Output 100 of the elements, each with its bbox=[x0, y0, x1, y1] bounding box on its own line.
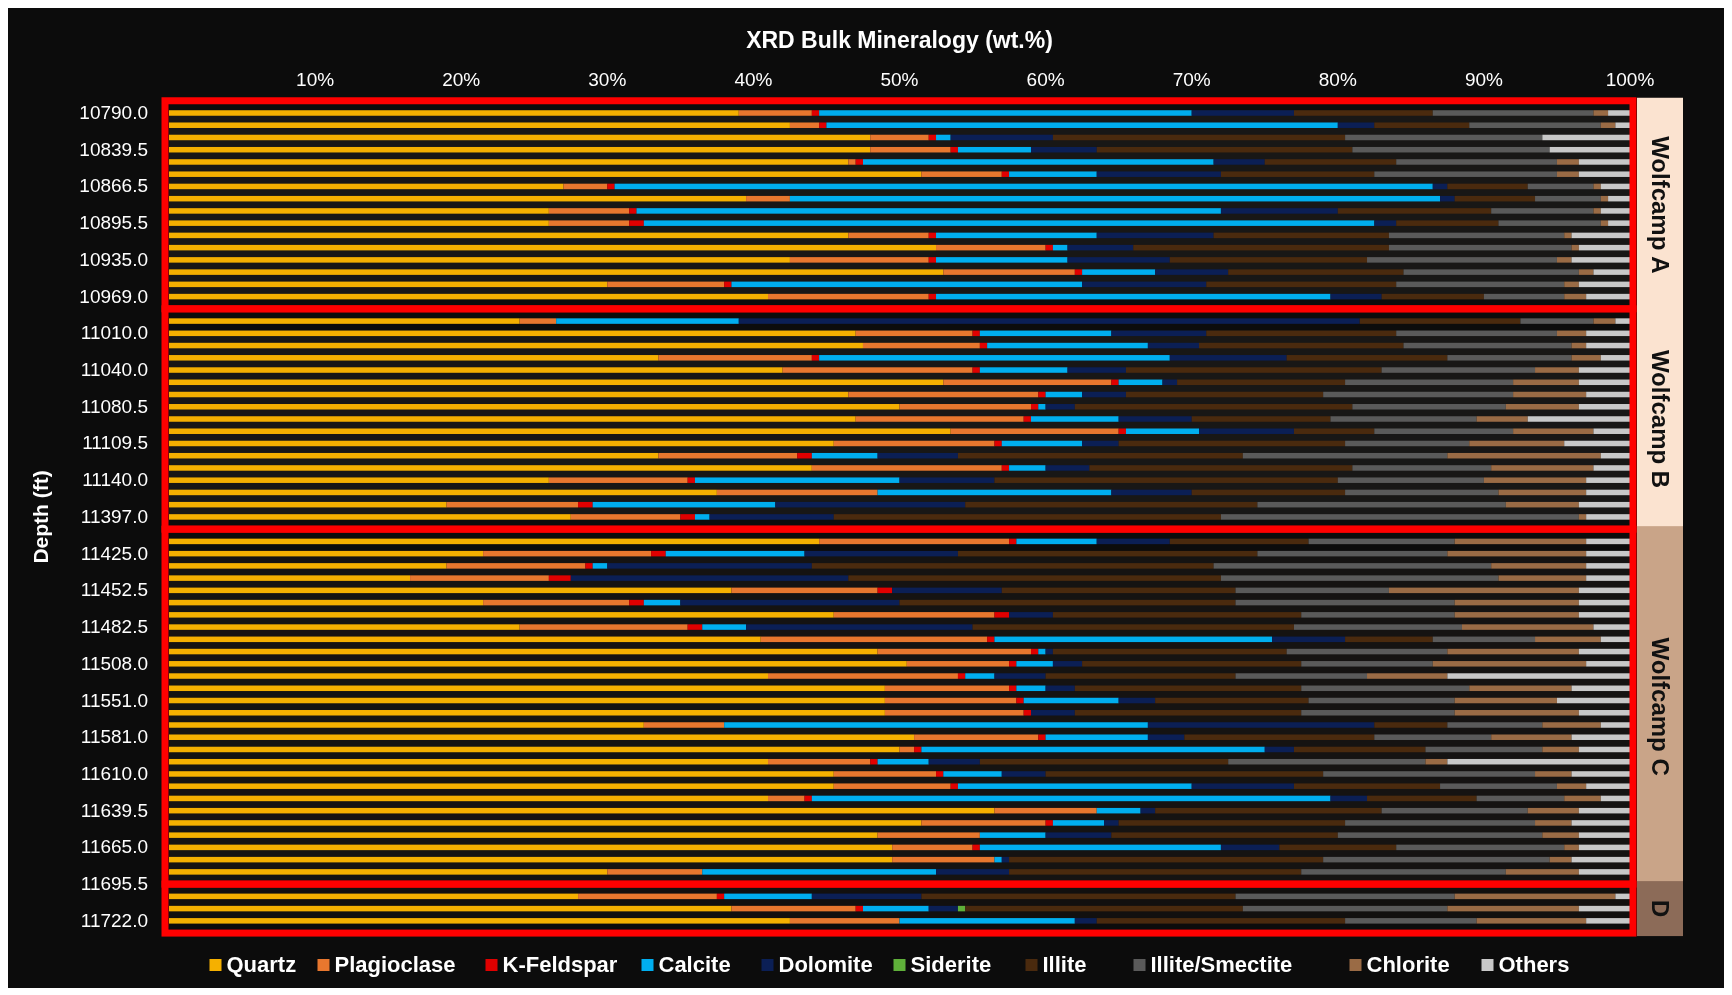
bar bbox=[1301, 612, 1455, 618]
x-tick-label: 40% bbox=[734, 69, 773, 90]
bar bbox=[1293, 746, 1426, 753]
bar bbox=[862, 905, 929, 912]
bar bbox=[1608, 110, 1630, 116]
bar bbox=[1082, 269, 1156, 275]
bar bbox=[826, 122, 1338, 128]
bar bbox=[1469, 685, 1572, 692]
bar bbox=[1491, 465, 1594, 471]
bar bbox=[899, 404, 1031, 410]
bar bbox=[1593, 110, 1609, 116]
bar bbox=[1096, 232, 1214, 239]
bar bbox=[1578, 807, 1630, 814]
bar bbox=[1220, 844, 1280, 851]
bar bbox=[169, 159, 849, 165]
bar bbox=[965, 673, 995, 679]
bar bbox=[1381, 807, 1528, 814]
bar bbox=[1425, 746, 1543, 753]
legend-label: Illite bbox=[1042, 952, 1087, 977]
bar bbox=[1337, 832, 1543, 838]
bar bbox=[1023, 710, 1031, 716]
bar bbox=[1425, 758, 1448, 765]
bar bbox=[738, 110, 812, 116]
bar bbox=[1578, 844, 1630, 851]
bar bbox=[1571, 734, 1630, 740]
bar bbox=[1586, 342, 1630, 349]
bar bbox=[643, 220, 1375, 226]
bar bbox=[1447, 673, 1631, 679]
bar bbox=[1286, 355, 1448, 361]
bar bbox=[833, 514, 1221, 520]
bar bbox=[446, 501, 579, 508]
bar bbox=[1600, 220, 1609, 226]
bar bbox=[768, 673, 958, 679]
bar bbox=[548, 575, 571, 581]
bar bbox=[1542, 832, 1579, 838]
bar bbox=[1586, 661, 1630, 667]
bar bbox=[1096, 807, 1141, 814]
bar bbox=[607, 281, 725, 288]
y-tick-label: 11080.5 bbox=[80, 395, 148, 417]
bar bbox=[629, 220, 644, 226]
bar bbox=[1133, 244, 1389, 251]
y-axis-title: Depth (ft) bbox=[29, 470, 52, 564]
bar bbox=[957, 146, 1031, 153]
bar bbox=[1052, 820, 1105, 826]
bar bbox=[1191, 783, 1294, 789]
bar bbox=[169, 391, 849, 398]
bar bbox=[789, 195, 1441, 202]
bar bbox=[1564, 232, 1572, 239]
bar bbox=[1177, 379, 1346, 386]
bar bbox=[1505, 501, 1579, 508]
bar bbox=[1147, 734, 1185, 740]
bar bbox=[1535, 771, 1572, 777]
bar bbox=[884, 710, 1024, 716]
bar bbox=[1220, 575, 1499, 581]
bar bbox=[169, 832, 878, 838]
y-tick-label: 10895.5 bbox=[79, 212, 148, 234]
bar bbox=[921, 893, 1236, 900]
bar bbox=[1454, 893, 1616, 900]
bar bbox=[819, 122, 827, 128]
bar bbox=[169, 685, 885, 692]
bar bbox=[1038, 734, 1046, 740]
bar bbox=[899, 477, 995, 483]
bar bbox=[169, 905, 732, 912]
band-label: Wolfcamp A bbox=[1646, 136, 1674, 274]
bar bbox=[1111, 489, 1192, 496]
bar bbox=[1330, 416, 1477, 422]
y-tick-label: 11482.5 bbox=[80, 616, 148, 638]
bar bbox=[607, 869, 703, 875]
bar bbox=[169, 844, 893, 851]
bar bbox=[1191, 110, 1294, 116]
bar bbox=[768, 758, 871, 765]
bar bbox=[811, 563, 1214, 569]
x-tick-label: 80% bbox=[1318, 69, 1357, 90]
bar bbox=[169, 281, 608, 288]
bar bbox=[1045, 465, 1090, 471]
bar bbox=[1586, 477, 1630, 483]
bar bbox=[1571, 820, 1630, 826]
bar bbox=[1447, 183, 1528, 190]
y-tick-label: 10790.0 bbox=[79, 102, 148, 123]
bar bbox=[1111, 832, 1338, 838]
bar bbox=[694, 477, 900, 483]
bar bbox=[1213, 232, 1389, 239]
bar bbox=[1578, 869, 1630, 875]
bar bbox=[819, 538, 1010, 545]
bar bbox=[169, 367, 783, 373]
bar bbox=[1535, 367, 1579, 373]
legend-label: Quartz bbox=[226, 952, 297, 977]
bar bbox=[1600, 183, 1630, 190]
bar bbox=[884, 685, 1010, 692]
bar bbox=[578, 893, 717, 900]
bar bbox=[169, 465, 812, 471]
bar bbox=[1001, 587, 1236, 594]
bar bbox=[169, 293, 769, 300]
bar bbox=[1235, 673, 1368, 679]
bar bbox=[1257, 501, 1506, 508]
bar bbox=[1323, 771, 1536, 777]
bar bbox=[1272, 636, 1346, 643]
bar bbox=[1396, 159, 1557, 165]
bar bbox=[702, 869, 937, 875]
bar bbox=[877, 648, 1031, 655]
